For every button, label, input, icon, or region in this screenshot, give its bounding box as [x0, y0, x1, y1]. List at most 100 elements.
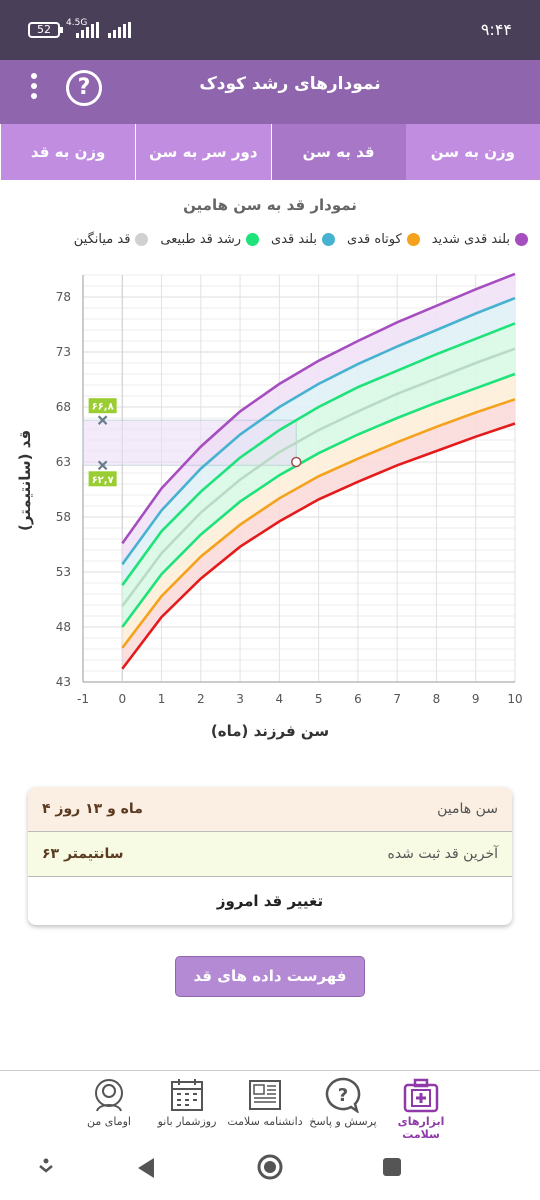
x-tick-label: 10 [507, 692, 522, 706]
x-tick-label: 3 [236, 692, 244, 706]
legend-label: رشد قد طبیعی [160, 232, 242, 247]
y-tick-label: 73 [56, 345, 71, 359]
calendar-icon [171, 1079, 203, 1111]
x-tick-label: 1 [158, 692, 166, 706]
nav-profile[interactable]: اومای من [70, 1071, 148, 1138]
height-row: آخرین قد ثبت شده ۶۳ سانتیمتر [28, 832, 512, 877]
height-label: آخرین قد ثبت شده [387, 846, 499, 862]
y-tick-label: 58 [56, 510, 71, 524]
tab-head-for-age[interactable]: دور سر به سن [135, 124, 270, 180]
series-line-2 [121, 322, 516, 586]
x-tick-label: 0 [118, 692, 126, 706]
home-icon[interactable] [255, 1152, 285, 1184]
clock: ۹:۴۴ [480, 20, 512, 39]
info-card: سن هامین ۴ ماه و ۱۳ روز آخرین قد ثبت شده… [28, 787, 512, 925]
medkit-icon [403, 1078, 439, 1113]
y-tick-label: 68 [56, 400, 71, 414]
question-bubble-icon: ? [325, 1077, 361, 1113]
page-title: نمودارهای رشد کودک [199, 74, 381, 94]
battery-level: 52 [37, 23, 51, 36]
nav-health-tools[interactable]: ابزارهای سلامت [382, 1071, 460, 1141]
legend-item: بلند قدی شدید [432, 232, 528, 247]
range-marker [97, 460, 108, 471]
x-axis-label: سن فرزند (ماه) [210, 722, 330, 740]
legend-item: قد میانگین [74, 232, 149, 247]
overflow-menu-icon[interactable] [24, 70, 44, 104]
series-line-3 [121, 347, 516, 607]
x-tick-label: -1 [77, 692, 89, 706]
series-line-1 [121, 296, 516, 566]
height-data-list-button[interactable]: فهرست داده های قد هامین [175, 956, 365, 1024]
age-row: سن هامین ۴ ماه و ۱۳ روز [28, 787, 512, 832]
band [122, 399, 516, 669]
legend-swatch [515, 233, 528, 246]
band [122, 298, 516, 586]
x-tick-label: 7 [393, 692, 401, 706]
band [122, 348, 516, 627]
help-icon[interactable]: ? [66, 70, 102, 106]
range-label: ۶۶,۸ [92, 402, 114, 413]
newspaper-icon [249, 1080, 281, 1110]
status-bar: 52 4.5G ۹:۴۴ [0, 0, 540, 60]
range-marker [97, 415, 108, 425]
tab-weight-for-age[interactable]: وزن به سن [430, 143, 515, 161]
nav-label: روزشمار بانو [157, 1115, 217, 1128]
legend-label: بلند قدی [271, 232, 318, 247]
band [122, 374, 516, 648]
legend-swatch [135, 233, 149, 246]
accessibility-icon[interactable] [34, 1152, 58, 1184]
x-tick-label: 8 [433, 692, 441, 706]
x-tick-label: 6 [354, 692, 362, 706]
x-tick-label: 9 [472, 692, 480, 706]
age-label: سن هامین [437, 801, 498, 817]
bottom-nav: ابزارهای سلامت ? پرسش و پاسخ دانشنامه سل… [0, 1070, 540, 1141]
tab-height-for-age[interactable]: قد به سن [270, 124, 406, 180]
series-line-0 [121, 272, 516, 545]
height-value: ۶۳ سانتیمتر [42, 846, 124, 862]
signal-icon [108, 22, 131, 38]
tab-weight-for-height[interactable]: وزن به قد [0, 124, 135, 180]
signal-icon [76, 22, 99, 38]
legend-item: کوتاه قدی [347, 232, 420, 247]
legend-item: رشد قد طبیعی [160, 232, 260, 247]
band [122, 323, 516, 607]
x-tick-label: 4 [276, 692, 284, 706]
nav-label: اومای من [87, 1115, 131, 1128]
legend-label: کوتاه قدی [347, 232, 402, 247]
legend-label: بلند قدی شدید [431, 232, 510, 247]
nav-label: پرسش و پاسخ [309, 1115, 377, 1128]
series-line-6 [121, 422, 516, 670]
age-value: ۴ ماه و ۱۳ روز [42, 801, 143, 817]
tab-bar: وزن به سن قد به سن دور سر به سن وزن به ق… [0, 124, 540, 180]
legend-swatch [406, 233, 420, 246]
back-icon[interactable] [134, 1152, 158, 1184]
y-tick-label: 43 [56, 675, 71, 689]
x-tick-label: 5 [315, 692, 323, 706]
nav-label: ابزارهای سلامت [397, 1115, 445, 1141]
chart-legend: بلند قدی شدید کوتاه قدی بلند قدی رشد قد … [8, 232, 528, 247]
nav-questions[interactable]: ? پرسش و پاسخ [304, 1071, 382, 1138]
range-label-box [88, 398, 117, 414]
band [122, 273, 516, 565]
y-tick-label: 53 [56, 565, 71, 579]
recents-icon[interactable] [380, 1152, 404, 1184]
nav-encyclopedia[interactable]: دانشنامه سلامت [226, 1071, 304, 1138]
range-label: ۶۲,۷ [92, 475, 114, 486]
legend-item: بلند قدی [271, 232, 336, 247]
x-tick-label: 2 [197, 692, 205, 706]
legend-swatch [246, 233, 260, 246]
nav-calendar[interactable]: روزشمار بانو [148, 1071, 226, 1138]
series-line-4 [121, 372, 516, 628]
y-tick-label: 78 [56, 290, 71, 304]
legend-swatch [322, 233, 336, 246]
y-tick-label: 63 [56, 455, 71, 469]
change-height-button[interactable]: تغییر قد امروز [216, 892, 324, 910]
range-label-box [88, 471, 117, 487]
network-type: 4.5G [66, 18, 88, 28]
child-height-point [291, 456, 302, 468]
svg-text:?: ? [338, 1085, 348, 1106]
series-line-5 [121, 398, 516, 649]
legend-label: قد میانگین [73, 232, 131, 247]
y-tick-label: 48 [56, 620, 71, 634]
